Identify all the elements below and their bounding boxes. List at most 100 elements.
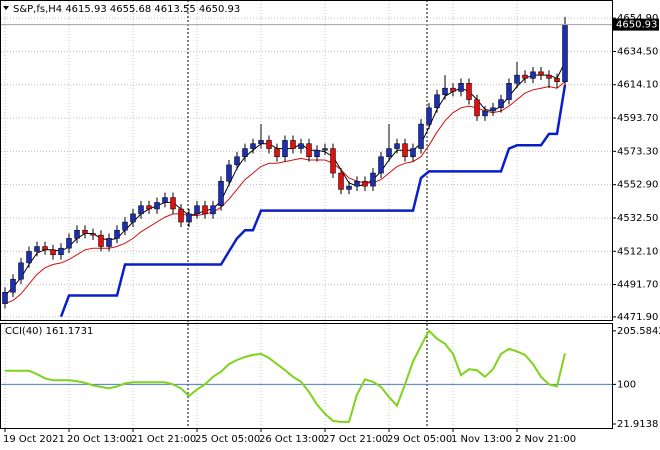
- candle-body: [482, 110, 488, 117]
- cci-title: CCI(40) 161.1731: [5, 326, 93, 337]
- y-tick-label: 21.9138: [617, 419, 658, 430]
- candle-body: [434, 94, 440, 109]
- candle-body: [530, 71, 536, 79]
- candle-body: [114, 229, 120, 239]
- candle-body: [34, 246, 40, 252]
- candle-body: [26, 251, 32, 264]
- candle-body: [394, 143, 400, 149]
- candle-body: [170, 197, 176, 210]
- y-tick-label: 4614.10: [617, 80, 658, 91]
- candle-body: [226, 164, 232, 182]
- x-tick-label: 26 Oct 13:00: [259, 434, 324, 445]
- price-label: 4650.93: [616, 20, 657, 31]
- candle-body: [370, 172, 376, 187]
- candle-body: [290, 140, 296, 149]
- candle-body: [402, 143, 408, 157]
- candle-body: [242, 148, 248, 157]
- candle-body: [346, 185, 352, 190]
- candle-body: [538, 71, 544, 76]
- candle-body: [298, 143, 304, 149]
- y-tick-label: 100: [617, 379, 636, 390]
- candle-body: [442, 87, 448, 95]
- x-tick-label: 25 Oct 05:00: [195, 434, 260, 445]
- y-tick-label: 4532.50: [617, 213, 658, 224]
- candle-body: [418, 123, 424, 149]
- candle-body: [194, 205, 200, 215]
- candle-body: [490, 107, 496, 112]
- candle-body: [138, 205, 144, 215]
- trailing-stop: [59, 84, 567, 318]
- candle-body: [362, 180, 368, 187]
- candle-body: [514, 74, 520, 84]
- y-tick-label: 205.5842: [617, 326, 660, 337]
- candle-body: [266, 140, 272, 149]
- plot: [1, 16, 612, 423]
- candle-body: [386, 148, 392, 157]
- chart-title: S&P,fs,H4 4615.93 4655.68 4613.55 4650.9…: [13, 4, 240, 15]
- candle-body: [258, 140, 264, 144]
- candle-body: [378, 156, 384, 174]
- candle-body: [322, 148, 328, 151]
- candle-body: [306, 143, 312, 157]
- x-tick-label: 21 Oct 21:00: [131, 434, 196, 445]
- candle-body: [146, 205, 152, 210]
- x-tick-label: 19 Oct 2021: [3, 434, 65, 445]
- candle-body: [154, 202, 160, 210]
- candle-body: [466, 83, 472, 100]
- candle-body: [82, 229, 88, 234]
- candle-body: [354, 180, 360, 187]
- y-tick-label: 4634.50: [617, 46, 658, 57]
- candle-body: [218, 180, 224, 206]
- candle-body: [186, 213, 192, 223]
- x-tick-label: 2 Nov 21:00: [515, 434, 576, 445]
- y-tick-label: 4573.30: [617, 146, 658, 157]
- candle-body: [314, 149, 320, 157]
- candle-body: [562, 24, 568, 82]
- candle-body: [50, 249, 56, 255]
- candle-body: [58, 247, 64, 255]
- candle-body: [66, 238, 72, 249]
- price-label-box: [613, 18, 659, 31]
- candle-body: [282, 140, 288, 157]
- candle-body: [130, 213, 136, 223]
- y-tick-label: 4471.90: [617, 312, 658, 323]
- x-tick-label: 29 Oct 05:00: [387, 434, 452, 445]
- x-tick-label: 1 Nov 13:00: [451, 434, 512, 445]
- x-tick-label: 20 Oct 13:00: [67, 434, 132, 445]
- candle-body: [178, 208, 184, 223]
- candle-body: [18, 262, 24, 280]
- candle-body: [210, 205, 216, 215]
- candle-body: [554, 78, 560, 82]
- candle-body: [234, 156, 240, 166]
- candle-body: [522, 74, 528, 79]
- menu-arrow[interactable]: [3, 6, 9, 10]
- candle-body: [162, 197, 168, 203]
- cci-frame: [0, 323, 613, 429]
- candle-body: [202, 205, 208, 215]
- candle-body: [42, 246, 48, 251]
- candle-body: [74, 229, 80, 239]
- candle-body: [90, 233, 96, 236]
- candle-body: [410, 148, 416, 157]
- y-tick-label: 4593.70: [617, 113, 658, 124]
- candle-body: [338, 172, 344, 190]
- candle-body: [506, 83, 512, 100]
- candle-body: [10, 278, 16, 293]
- candle-body: [106, 238, 112, 247]
- candle-body: [426, 107, 432, 125]
- candle-body: [122, 221, 128, 231]
- main-frame: [0, 0, 613, 321]
- candle-body: [498, 99, 504, 109]
- candle-body: [250, 143, 256, 149]
- candle-body: [330, 148, 336, 174]
- candle-body: [98, 234, 104, 247]
- candle-body: [474, 99, 480, 117]
- x-tick-label: 27 Oct 21:00: [323, 434, 388, 445]
- candle-body: [546, 74, 552, 79]
- candle-body: [458, 83, 464, 92]
- y-tick-label: 4552.90: [617, 180, 658, 191]
- candle-body: [450, 87, 456, 92]
- candle-body: [2, 291, 8, 304]
